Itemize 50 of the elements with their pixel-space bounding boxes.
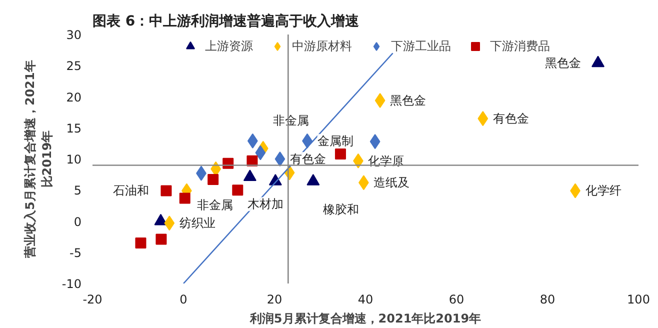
point [208,174,219,186]
legend-label: 中游原材料 [292,38,352,54]
y-tick-label: 15 [66,121,82,136]
point [370,134,380,150]
point [592,56,605,68]
y-tick-label: -10 [62,277,82,291]
annotation: 有色金 [492,112,529,126]
x-tick-label: 20 [266,292,282,306]
x-tick-label: 100 [627,292,650,306]
x-tick-label: 60 [448,292,464,306]
annotation: 石油和 [113,184,150,198]
y-tick-label: -5 [70,246,82,260]
annotation: 化学纤 [585,184,622,198]
x-axis-title: 利润5月累计复合增速，2021年比2019年 [248,312,482,326]
y-tick-label: 25 [66,59,82,74]
annotation: 黑色金 [390,93,426,108]
point [160,185,172,196]
point [179,192,190,204]
point [164,216,175,231]
point [478,111,488,126]
annotation: 造纸及 [374,176,410,190]
y-tick-label: 5 [74,184,82,198]
x-tick-label: 0 [180,292,188,306]
legend-label: 下游工业品 [391,38,451,54]
annotation: 木材加 [248,197,284,212]
x-tick-label: -20 [82,292,102,306]
point [247,133,258,148]
y-axis-title: 营业收入5月累计复合增速，2021年比2019年 [23,60,54,259]
y-tick-label: 30 [66,28,82,42]
point [374,92,386,108]
y-tick-label: 0 [74,214,82,229]
legend-label: 下游消费品 [490,38,550,54]
x-tick-label: 80 [540,292,556,306]
legend-label: 上游资源 [205,38,253,54]
point [334,148,346,160]
y-tick-label: 10 [66,152,82,166]
point [255,145,266,160]
point [232,184,244,196]
annotation: 黑色金 [545,56,582,70]
y-tick-label: 20 [66,90,82,104]
point [135,238,146,249]
point [156,234,167,245]
annotation: 金属制 [317,134,354,148]
annotation: 非金属 [196,198,233,212]
annotation: 有色金 [290,152,326,166]
annotation: 橡胶和 [323,202,360,216]
point [274,152,286,166]
x-tick-label: 40 [358,292,374,306]
annotation: 纺织业 [179,216,216,230]
chart-title: 图表 6：中上游利润增速普遍高于收入增速 [92,12,360,30]
